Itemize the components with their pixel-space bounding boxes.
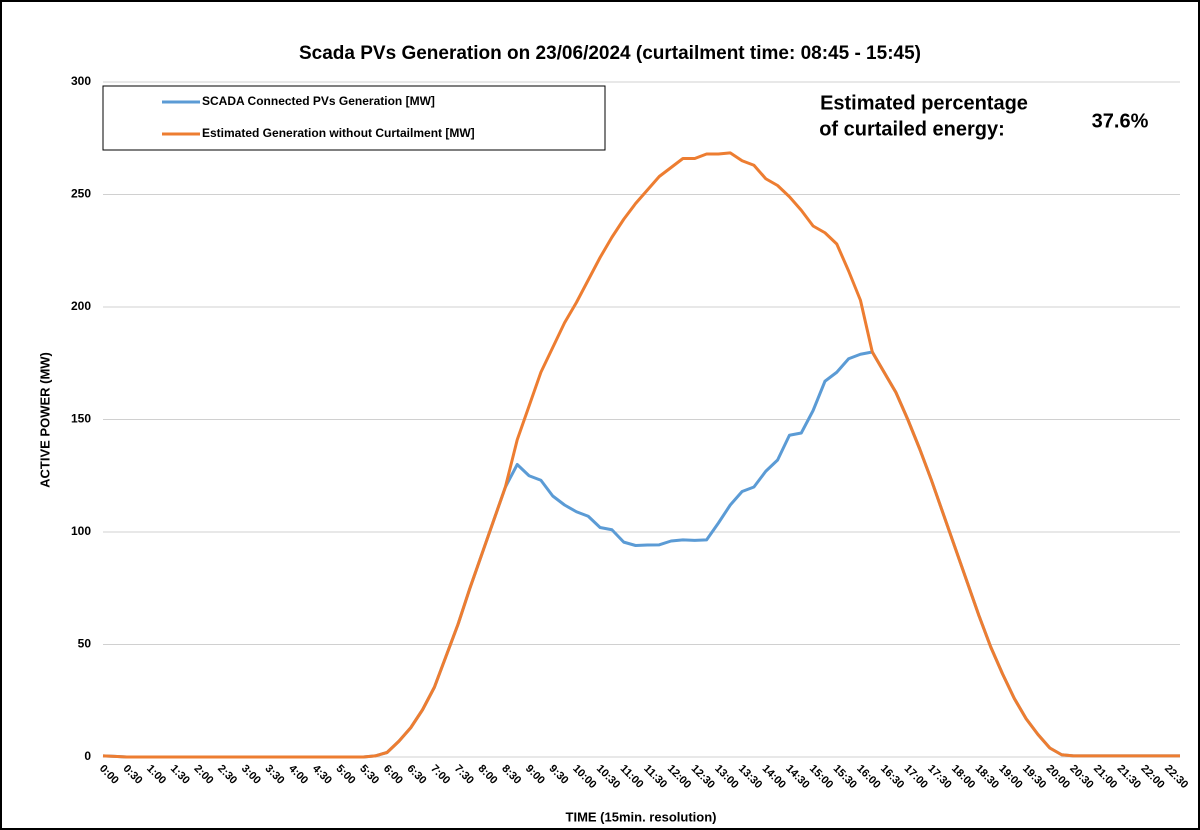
annotation-value: 37.6% (1092, 110, 1149, 132)
legend-label: Estimated Generation without Curtailment… (202, 126, 475, 140)
y-tick-label: 150 (71, 412, 91, 426)
legend-box (102, 85, 606, 151)
y-tick-label: 250 (71, 187, 91, 201)
y-tick-label: 50 (78, 637, 92, 651)
annotation-label: Estimated percentage (820, 92, 1028, 114)
y-axis-label: ACTIVE POWER (MW) (37, 352, 52, 488)
y-tick-label: 100 (71, 524, 91, 538)
annotation-label: of curtailed energy: (819, 118, 1005, 140)
series-line (102, 151, 1180, 759)
legend-label: SCADA Connected PVs Generation [MW] (202, 94, 435, 108)
x-axis-label: TIME (15min. resolution) (566, 809, 717, 824)
y-tick-label: 300 (71, 74, 91, 88)
y-tick-label: 0 (84, 749, 91, 763)
y-tick-label: 200 (71, 299, 91, 313)
chart-title: Scada PVs Generation on 23/06/2024 (curt… (299, 43, 921, 64)
